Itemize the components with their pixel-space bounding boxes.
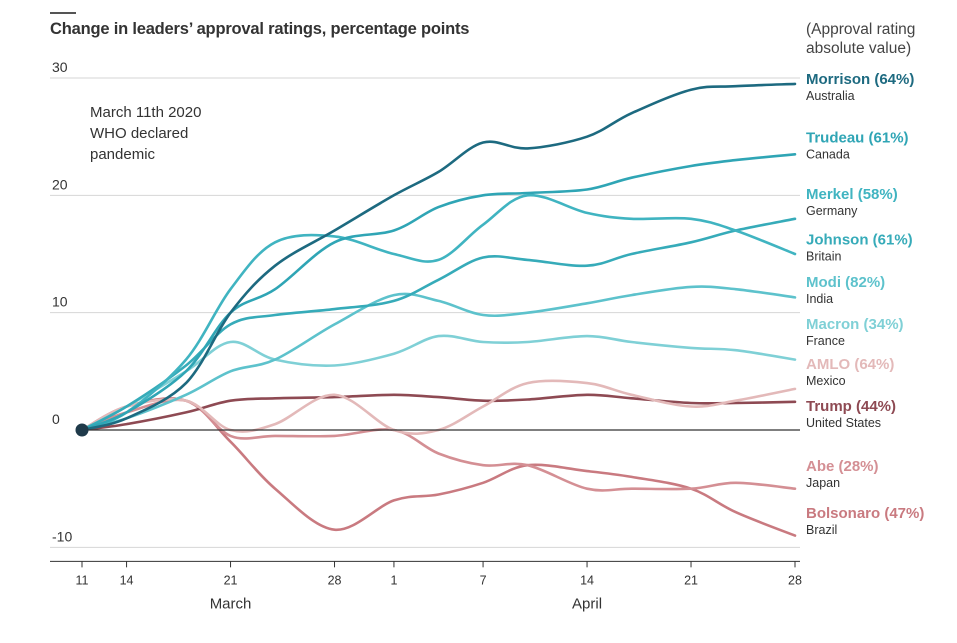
- series-label-australia: Morrison (64%): [806, 71, 914, 88]
- series-line-united-states: [80, 393, 797, 432]
- series-label-mexico: AMLO (64%): [806, 356, 894, 373]
- y-tick-label-20: 20: [52, 176, 68, 192]
- series-country-france: France: [806, 334, 845, 348]
- series-line-france: [80, 334, 797, 432]
- series-label-britain: Johnson (61%): [806, 232, 913, 249]
- month-label-march: March: [210, 595, 252, 612]
- pandemic-annotation: March 11th 2020 WHO declared pandemic: [90, 102, 270, 165]
- series-label-japan: Abe (28%): [806, 458, 879, 475]
- annotation-line-1: March 11th 2020: [90, 104, 202, 121]
- series-label-canada: Trudeau (61%): [806, 130, 909, 147]
- approval-note: (Approval rating absolute value): [806, 21, 916, 57]
- x-tick-label-2020-03-28: 28: [328, 573, 342, 587]
- series-country-india: India: [806, 292, 833, 306]
- series-country-brazil: Brazil: [806, 523, 837, 537]
- series-country-britain: Britain: [806, 250, 841, 264]
- y-tick-label-30: 30: [52, 59, 68, 75]
- title-accent-bar: [50, 12, 76, 14]
- month-label-april: April: [572, 595, 602, 612]
- series-line-brazil: [80, 397, 797, 537]
- series-line-canada: [80, 153, 797, 432]
- series-label-united-states: Trump (44%): [806, 398, 896, 415]
- series-line-britain: [80, 217, 797, 432]
- x-tick-label-2020-04-01: 1: [390, 573, 397, 587]
- x-tick-label-2020-03-11: 11: [76, 573, 89, 587]
- series-label-france: Macron (34%): [806, 316, 904, 333]
- annotation-line-2: WHO declared: [90, 125, 189, 142]
- series-line-japan: [80, 398, 797, 492]
- series-line-mexico: [80, 379, 797, 435]
- series-line-india: [80, 285, 797, 432]
- x-tick-label-2020-03-14: 14: [120, 573, 134, 587]
- chart-title: Change in leaders’ approval ratings, per…: [50, 20, 470, 38]
- x-tick-label-2020-04-28: 28: [788, 573, 802, 587]
- x-tick-label-2020-04-07: 7: [480, 573, 487, 587]
- series-country-germany: Germany: [806, 204, 858, 218]
- series-country-united-states: United States: [806, 416, 881, 430]
- series-country-mexico: Mexico: [806, 374, 846, 388]
- x-tick-label-2020-04-21: 21: [684, 573, 698, 587]
- series-country-japan: Japan: [806, 476, 840, 490]
- series-line-germany: [80, 193, 797, 432]
- series-label-germany: Merkel (58%): [806, 186, 898, 203]
- series-label-india: Modi (82%): [806, 274, 885, 291]
- series-country-australia: Australia: [806, 89, 855, 103]
- y-tick-label-10: 10: [52, 294, 68, 310]
- series-label-brazil: Bolsonaro (47%): [806, 505, 924, 522]
- x-tick-label-2020-03-21: 21: [224, 573, 238, 587]
- x-tick-label-2020-04-14: 14: [580, 573, 594, 587]
- series-country-canada: Canada: [806, 148, 850, 162]
- annotation-line-3: pandemic: [90, 146, 156, 163]
- series-line-australia: [80, 82, 797, 432]
- y-tick-label-0: 0: [52, 411, 60, 427]
- pandemic-marker-dot: [75, 423, 89, 437]
- y-tick-label--10: -10: [52, 528, 72, 544]
